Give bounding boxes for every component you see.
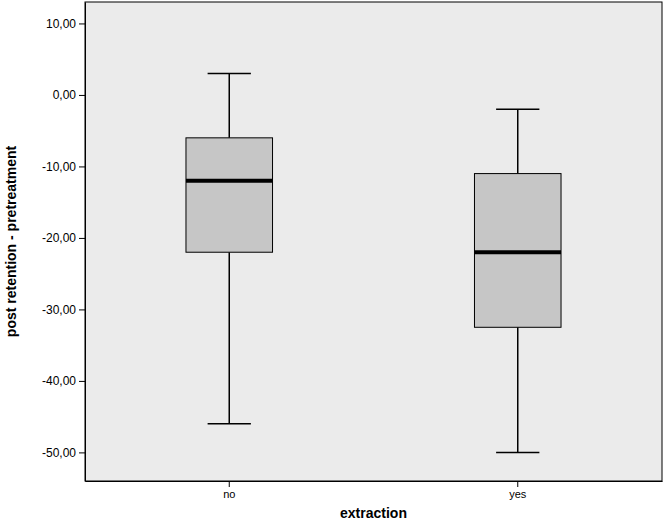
y-tick: -30,00 [42,303,85,317]
y-tick-label: -40,00 [42,374,76,388]
x-tick-mark [517,481,518,487]
whisker-cap-max [208,73,251,75]
y-tick: 10,00 [46,17,85,31]
upper-whisker [517,109,519,173]
y-tick-label: -50,00 [42,446,76,460]
y-tick-mark [79,452,85,453]
x-axis-title: extraction [340,505,407,521]
y-axis-title: post retention - pretreatment [3,145,19,337]
y-tick-label: -20,00 [42,231,76,245]
whisker-cap-min [496,452,539,454]
y-axis: 10,00 0,00 -10,00 -20,00 -30,00 -40,00 -50,00 [42,3,86,482]
y-tick-mark [79,309,85,310]
whisker-cap-min [208,423,251,425]
y-tick-label: -30,00 [42,303,76,317]
box [474,174,561,328]
x-tick-label: yes [509,488,527,500]
median [186,179,273,183]
plot-background [85,2,662,481]
plot-frame [85,2,662,481]
whisker-cap-max [496,108,539,110]
y-tick: -20,00 [42,231,85,245]
y-tick-mark [79,381,85,382]
y-tick: 0,00 [53,88,85,102]
boxes [186,73,561,452]
box [186,138,273,252]
y-tick-mark [79,95,85,96]
y-tick-label: 0,00 [53,88,77,102]
x-tick: no [223,481,235,500]
y-tick-label: -10,00 [42,160,76,174]
x-axis: no yes [86,481,663,500]
y-tick-label: 10,00 [46,17,76,31]
x-axis-line [86,481,663,482]
y-tick-mark [79,166,85,167]
upper-whisker [229,73,231,137]
y-tick: -10,00 [42,160,85,174]
y-tick-mark [79,238,85,239]
chart: 10,00 0,00 -10,00 -20,00 -30,00 -40,00 -50,00 n… [0,0,664,524]
x-tick-mark [229,481,230,487]
y-tick-mark [79,23,85,24]
y-tick: -40,00 [42,374,85,388]
lower-whisker [229,252,231,424]
lower-whisker [517,327,519,452]
box-plot [186,73,273,423]
x-tick-label: no [223,488,235,500]
x-tick: yes [509,481,527,500]
box-plot [474,109,561,452]
y-tick: -50,00 [42,446,85,460]
median [474,250,561,254]
plot: 10,00 0,00 -10,00 -20,00 -30,00 -40,00 -50,00 n… [42,2,663,500]
y-axis-line [85,3,86,482]
